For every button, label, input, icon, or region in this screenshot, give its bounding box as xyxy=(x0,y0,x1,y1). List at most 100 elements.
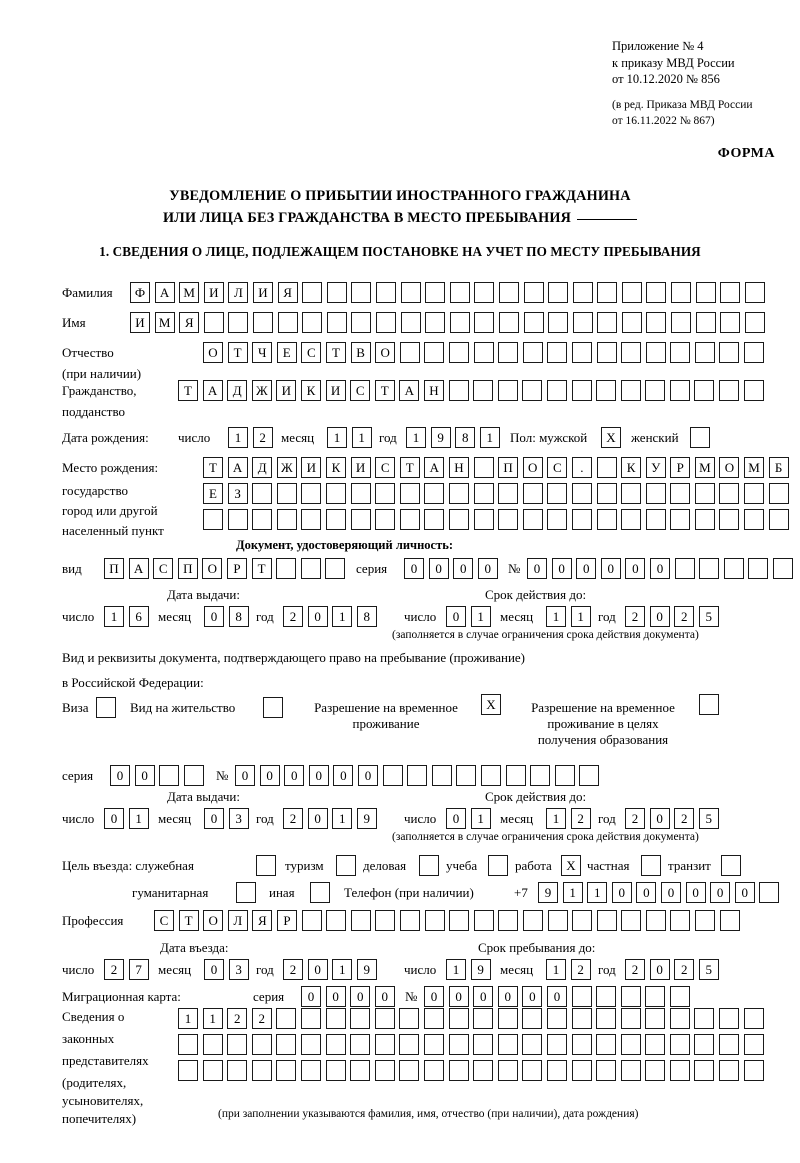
char-cell[interactable]: Т xyxy=(178,380,198,401)
char-cell[interactable]: Л xyxy=(228,282,249,303)
char-cell[interactable] xyxy=(546,380,567,401)
char-cell[interactable] xyxy=(350,910,371,931)
char-cell[interactable]: 1 xyxy=(446,959,466,980)
char-cell[interactable] xyxy=(719,509,740,530)
char-cell[interactable] xyxy=(645,509,666,530)
char-cell[interactable]: 0 xyxy=(424,986,444,1007)
char-cell[interactable]: 0 xyxy=(134,765,155,786)
char-cell[interactable] xyxy=(374,1060,395,1081)
char-cell[interactable] xyxy=(300,1034,321,1055)
char-cell[interactable] xyxy=(645,1008,666,1029)
char-cell[interactable] xyxy=(350,483,371,504)
char-cell[interactable] xyxy=(424,509,445,530)
char-cell[interactable] xyxy=(423,1034,444,1055)
char-cell[interactable] xyxy=(571,509,592,530)
char-cell[interactable] xyxy=(720,312,741,333)
char-cell[interactable] xyxy=(621,483,642,504)
char-cell[interactable]: 0 xyxy=(301,986,321,1007)
char-cell[interactable]: Ж xyxy=(251,380,272,401)
char-cell[interactable] xyxy=(424,342,445,363)
char-cell[interactable] xyxy=(522,509,543,530)
char-cell[interactable] xyxy=(277,312,298,333)
char-cell[interactable] xyxy=(621,509,642,530)
purpose-official-checkbox[interactable] xyxy=(256,855,276,876)
char-cell[interactable]: 0 xyxy=(551,558,572,579)
purpose-tourism-checkbox[interactable] xyxy=(336,855,356,876)
char-cell[interactable] xyxy=(497,1008,518,1029)
char-cell[interactable] xyxy=(670,509,691,530)
purpose-other-checkbox[interactable] xyxy=(310,882,330,903)
char-cell[interactable]: 1 xyxy=(332,959,353,980)
char-cell[interactable]: И xyxy=(301,457,322,478)
char-cell[interactable]: И xyxy=(203,282,224,303)
char-cell[interactable]: П xyxy=(498,457,519,478)
char-cell[interactable] xyxy=(674,558,695,579)
char-cell[interactable] xyxy=(720,282,741,303)
char-cell[interactable] xyxy=(694,1060,715,1081)
char-cell[interactable] xyxy=(276,1034,297,1055)
char-cell[interactable] xyxy=(522,380,543,401)
char-cell[interactable]: 8 xyxy=(356,606,377,627)
char-cell[interactable]: И xyxy=(252,282,273,303)
char-cell[interactable] xyxy=(251,1034,272,1055)
char-cell[interactable] xyxy=(448,380,469,401)
char-cell[interactable]: 0 xyxy=(477,558,498,579)
char-cell[interactable] xyxy=(473,483,494,504)
char-cell[interactable] xyxy=(620,1060,641,1081)
char-cell[interactable] xyxy=(695,910,716,931)
char-cell[interactable]: С xyxy=(153,558,174,579)
char-cell[interactable]: А xyxy=(227,457,248,478)
char-cell[interactable] xyxy=(669,1034,690,1055)
char-cell[interactable] xyxy=(597,312,618,333)
char-cell[interactable] xyxy=(547,483,568,504)
char-cell[interactable]: Т xyxy=(325,342,346,363)
char-cell[interactable] xyxy=(399,342,420,363)
char-cell[interactable] xyxy=(375,312,396,333)
char-cell[interactable] xyxy=(522,1008,543,1029)
char-cell[interactable] xyxy=(719,1034,740,1055)
char-cell[interactable]: 1 xyxy=(470,808,491,829)
char-cell[interactable] xyxy=(227,1034,248,1055)
char-cell[interactable]: И xyxy=(350,457,371,478)
char-cell[interactable]: 0 xyxy=(611,882,632,903)
char-cell[interactable]: 1 xyxy=(128,808,149,829)
char-cell[interactable]: 0 xyxy=(448,986,469,1007)
char-cell[interactable] xyxy=(748,558,769,579)
char-cell[interactable] xyxy=(228,312,249,333)
temp-residence-checkbox[interactable]: X xyxy=(481,694,501,715)
char-cell[interactable] xyxy=(252,483,273,504)
char-cell[interactable]: Р xyxy=(226,558,247,579)
char-cell[interactable] xyxy=(473,457,494,478)
char-cell[interactable]: С xyxy=(350,380,371,401)
char-cell[interactable] xyxy=(301,509,322,530)
char-cell[interactable]: 1 xyxy=(228,427,248,448)
char-cell[interactable] xyxy=(768,509,789,530)
char-cell[interactable] xyxy=(325,483,346,504)
char-cell[interactable] xyxy=(522,1034,543,1055)
residence-permit-checkbox[interactable] xyxy=(263,697,283,718)
char-cell[interactable]: 1 xyxy=(202,1008,223,1029)
char-cell[interactable]: 1 xyxy=(332,606,353,627)
char-cell[interactable]: 0 xyxy=(374,986,395,1007)
char-cell[interactable] xyxy=(425,312,446,333)
char-cell[interactable] xyxy=(497,380,518,401)
char-cell[interactable] xyxy=(645,483,666,504)
char-cell[interactable]: 0 xyxy=(325,986,346,1007)
char-cell[interactable]: 2 xyxy=(674,959,695,980)
char-cell[interactable] xyxy=(449,312,470,333)
char-cell[interactable]: О xyxy=(203,342,223,363)
char-cell[interactable]: А xyxy=(424,457,445,478)
char-cell[interactable]: И xyxy=(325,380,346,401)
char-cell[interactable] xyxy=(530,765,551,786)
legal-rep-row-3-input[interactable] xyxy=(178,1060,764,1081)
char-cell[interactable]: Я xyxy=(179,312,200,333)
char-cell[interactable] xyxy=(424,910,445,931)
